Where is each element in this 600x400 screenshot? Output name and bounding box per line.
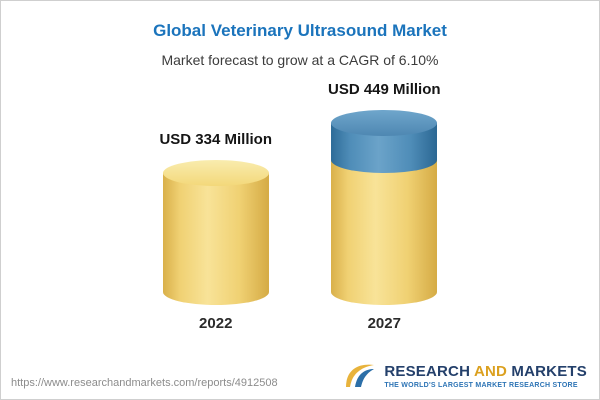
report-url[interactable]: https://www.researchandmarkets.com/repor…	[11, 377, 278, 389]
cylinder-2022	[162, 160, 269, 305]
logo-tagline: THE WORLD'S LARGEST MARKET RESEARCH STOR…	[384, 382, 578, 389]
page-subtitle: Market forecast to grow at a CAGR of 6.1…	[161, 52, 439, 68]
logo-word-markets: MARKETS	[511, 363, 587, 380]
logo-mark-icon	[346, 364, 375, 387]
bar-chart: USD 334 Million 2022 USD 449 Million 202…	[1, 78, 599, 332]
cylinder-top-cap-blue	[331, 110, 438, 136]
logo-word-and: AND	[473, 363, 508, 380]
cylinder-top-cap-gold	[162, 160, 269, 186]
page-title: Global Veterinary Ultrasound Market	[153, 21, 447, 40]
chart-column-2022: USD 334 Million 2022	[159, 131, 272, 332]
base-segment-2027	[331, 160, 438, 305]
chart-column-2027: USD 449 Million 2027	[328, 81, 441, 332]
researchandmarkets-logo: RESEARCH AND MARKETS THE WORLD'S LARGEST…	[343, 361, 587, 391]
cylinder-body-2022	[162, 173, 269, 305]
category-label-2027: 2027	[367, 315, 401, 332]
cylinder-2027	[331, 110, 438, 305]
logo-wordmark: RESEARCH AND MARKETS	[384, 363, 587, 380]
category-label-2022: 2022	[199, 315, 233, 332]
value-label-2027: USD 449 Million	[328, 81, 441, 98]
logo-text: RESEARCH AND MARKETS THE WORLD'S LARGEST…	[384, 363, 587, 389]
value-label-2022: USD 334 Million	[159, 131, 272, 148]
logo-word-research: RESEARCH	[384, 363, 471, 380]
